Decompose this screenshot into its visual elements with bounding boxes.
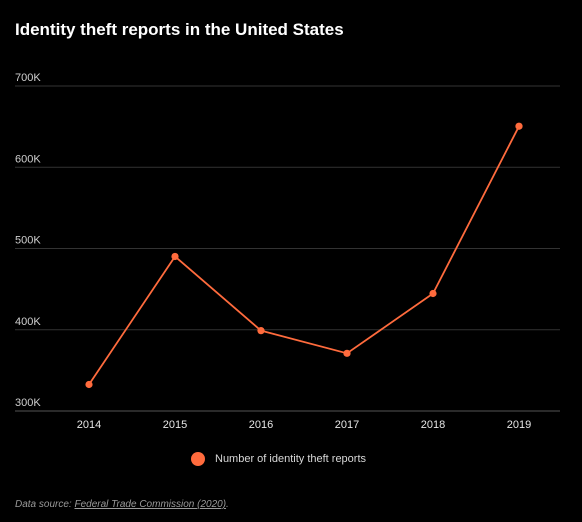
grid-lines xyxy=(15,85,560,412)
legend: Number of identity theft reports xyxy=(191,452,366,466)
legend-label: Number of identity theft reports xyxy=(215,453,367,465)
y-tick-label: 600K xyxy=(15,153,41,165)
chart-title: Identity theft reports in the United Sta… xyxy=(15,20,344,39)
source-suffix: . xyxy=(226,499,229,510)
source-prefix: Data source: xyxy=(15,499,75,510)
data-point[interactable] xyxy=(343,349,351,357)
x-tick-label: 2018 xyxy=(421,419,445,431)
series-line xyxy=(88,125,520,386)
y-tick-label: 500K xyxy=(15,235,41,247)
data-point[interactable] xyxy=(171,252,179,261)
y-axis-ticks: 300K 400K 500K 600K 700K xyxy=(15,72,41,409)
data-point[interactable] xyxy=(515,122,523,130)
x-tick-label: 2019 xyxy=(507,419,531,431)
data-source: Data source: Federal Trade Commission (2… xyxy=(15,499,229,510)
data-point[interactable] xyxy=(429,289,437,298)
x-tick-label: 2016 xyxy=(249,419,273,431)
y-tick-label: 300K xyxy=(15,397,41,409)
source-link[interactable]: Federal Trade Commission (2020) xyxy=(74,499,227,510)
x-tick-label: 2015 xyxy=(163,419,187,431)
y-tick-label: 700K xyxy=(15,72,41,84)
data-point[interactable] xyxy=(257,327,265,335)
y-tick-label: 400K xyxy=(15,316,41,328)
data-point[interactable] xyxy=(85,380,93,389)
x-tick-label: 2017 xyxy=(335,419,359,431)
x-axis-ticks: 2014 2015 2016 2017 2018 2019 xyxy=(77,419,531,431)
series-layer xyxy=(85,122,523,389)
x-tick-label: 2014 xyxy=(77,419,101,431)
legend-marker xyxy=(191,452,205,466)
